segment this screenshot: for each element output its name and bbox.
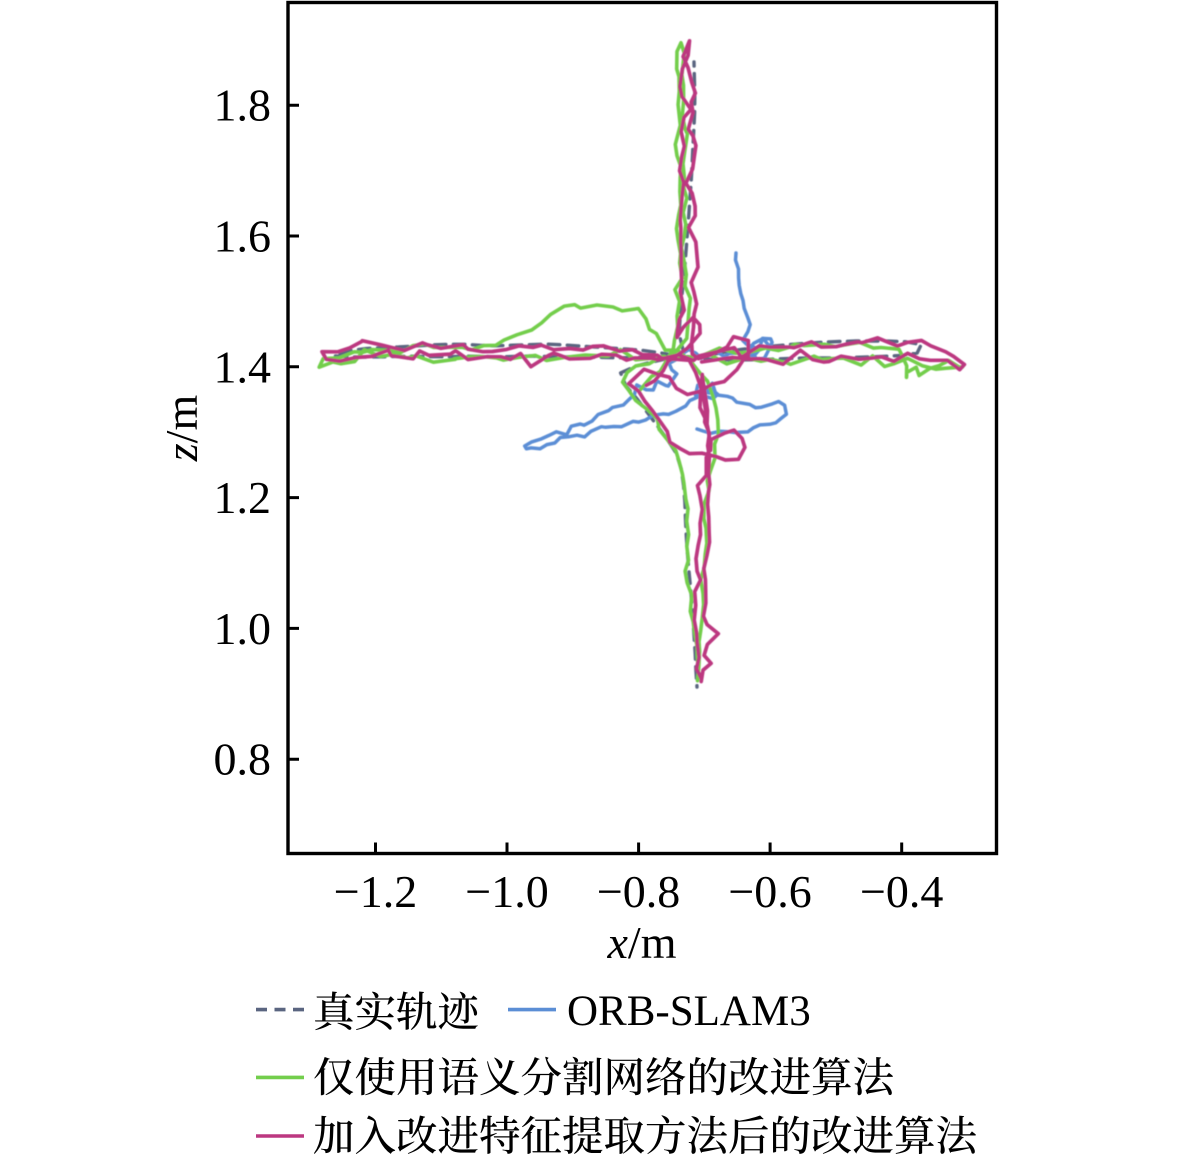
svg-text:z/m: z/m	[156, 395, 207, 463]
svg-text:1.8: 1.8	[214, 80, 272, 131]
svg-text:−0.4: −0.4	[860, 866, 943, 917]
svg-text:1.4: 1.4	[214, 341, 272, 392]
svg-text:−0.8: −0.8	[597, 866, 680, 917]
svg-text:1.2: 1.2	[214, 472, 272, 523]
svg-text:−1.2: −1.2	[334, 866, 417, 917]
svg-text:1.0: 1.0	[214, 603, 272, 654]
svg-text:−1.0: −1.0	[465, 866, 548, 917]
svg-text:−0.6: −0.6	[728, 866, 811, 917]
svg-text:0.8: 0.8	[214, 734, 272, 785]
svg-text:x/m: x/m	[607, 917, 677, 968]
svg-text:ORB-SLAM3: ORB-SLAM3	[567, 988, 811, 1035]
svg-text:1.6: 1.6	[214, 211, 272, 262]
